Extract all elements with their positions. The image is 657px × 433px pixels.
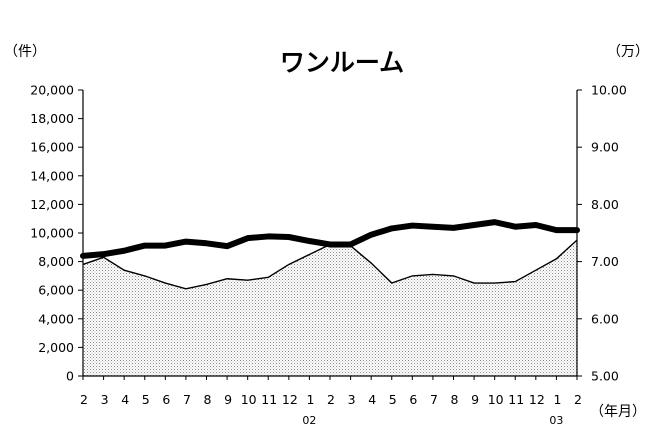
left-tick-label: 20,000 bbox=[30, 83, 74, 98]
left-tick-label: 2,000 bbox=[38, 340, 74, 355]
x-tick-label: 1 bbox=[306, 392, 314, 407]
x-tick-label: 11 bbox=[261, 392, 277, 407]
right-tick-label: 6.00 bbox=[591, 311, 619, 326]
x-tick-label: 9 bbox=[471, 392, 479, 407]
x-tick-label: 4 bbox=[121, 392, 129, 407]
right-tick-label: 10.00 bbox=[591, 83, 627, 98]
x-tick-label: 10 bbox=[241, 392, 257, 407]
x-tick-label: 2 bbox=[574, 392, 582, 407]
x-tick-label: 11 bbox=[508, 392, 524, 407]
x-year-label: 02 bbox=[302, 414, 316, 427]
left-tick-label: 14,000 bbox=[30, 168, 74, 183]
x-tick-label: 5 bbox=[389, 392, 397, 407]
x-tick-label: 1 bbox=[553, 392, 561, 407]
left-tick-label: 10,000 bbox=[30, 226, 74, 241]
right-tick-label: 7.00 bbox=[591, 254, 619, 269]
x-tick-label: 3 bbox=[348, 392, 356, 407]
x-tick-label: 7 bbox=[430, 392, 438, 407]
x-tick-label: 10 bbox=[488, 392, 504, 407]
x-tick-label: 3 bbox=[101, 392, 109, 407]
x-year-label: 03 bbox=[549, 414, 563, 427]
x-tick-label: 6 bbox=[409, 392, 417, 407]
left-tick-label: 8,000 bbox=[38, 254, 74, 269]
line-series-path bbox=[80, 219, 580, 259]
x-tick-label: 12 bbox=[282, 392, 298, 407]
right-tick-label: 5.00 bbox=[591, 369, 619, 384]
left-tick-label: 18,000 bbox=[30, 111, 74, 126]
x-tick-label: 8 bbox=[204, 392, 212, 407]
area-series-fill bbox=[83, 240, 577, 376]
right-tick-label: 8.00 bbox=[591, 197, 619, 212]
right-tick-label: 9.00 bbox=[591, 140, 619, 155]
x-tick-label: 7 bbox=[183, 392, 191, 407]
chart-title: ワンルーム bbox=[280, 48, 404, 77]
left-tick-label: 16,000 bbox=[30, 140, 74, 155]
x-tick-label: 5 bbox=[142, 392, 150, 407]
left-axis-unit: （件） bbox=[4, 44, 46, 60]
left-tick-label: 6,000 bbox=[38, 283, 74, 298]
x-tick-label: 4 bbox=[368, 392, 376, 407]
x-tick-label: 2 bbox=[327, 392, 335, 407]
x-tick-label: 6 bbox=[162, 392, 170, 407]
x-tick-label: 8 bbox=[451, 392, 459, 407]
x-tick-label: 2 bbox=[80, 392, 88, 407]
left-tick-label: 4,000 bbox=[38, 311, 74, 326]
x-tick-label: 9 bbox=[224, 392, 232, 407]
x-tick-label: 12 bbox=[529, 392, 545, 407]
right-axis-unit: （万） bbox=[607, 44, 649, 60]
x-axis-unit: （年月） bbox=[590, 404, 646, 420]
left-tick-label: 0 bbox=[66, 369, 74, 384]
left-tick-label: 12,000 bbox=[30, 197, 74, 212]
